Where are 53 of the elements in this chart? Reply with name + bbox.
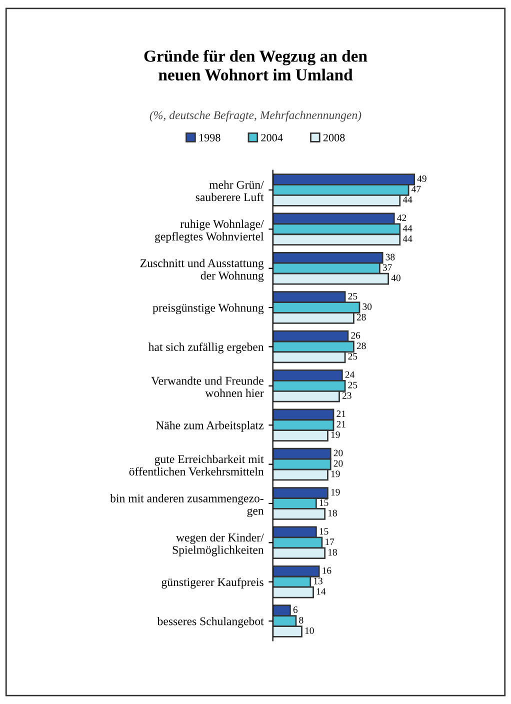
data-label: 21 xyxy=(336,410,346,417)
data-label: 44 xyxy=(402,236,412,242)
data-label: 15 xyxy=(320,528,328,535)
data-label: 49 xyxy=(417,175,426,182)
data-label: 13 xyxy=(314,578,323,584)
legend-label: 2008 xyxy=(323,134,345,142)
data-label: 28 xyxy=(356,342,366,350)
y-tick-label: mehr Grün/ sauberere Luft xyxy=(196,180,264,202)
data-label: 44 xyxy=(402,225,412,232)
y-tick-label: bin mit anderen zusammengezo- gen xyxy=(110,494,264,518)
y-tick-label: hat sich zufällig ergeben xyxy=(148,342,264,354)
data-label: 21 xyxy=(336,421,346,428)
data-label: 26 xyxy=(351,332,360,339)
y-tick-label: besseres Schulangebot xyxy=(157,616,264,628)
data-label: 15 xyxy=(320,499,328,506)
data-label: 38 xyxy=(386,254,395,260)
data-label: 20 xyxy=(334,450,343,456)
data-label: 18 xyxy=(328,510,337,516)
y-tick-label: gute Erreichbarkeit mit öffentlichen Verkehrsmitteln xyxy=(129,454,264,476)
data-label: 28 xyxy=(356,314,366,320)
data-label: 20 xyxy=(334,460,343,467)
y-tick-label: Zuschnitt und Ausstattung der Wohnung xyxy=(140,258,264,282)
data-label: 25 xyxy=(348,353,358,360)
data-label: 44 xyxy=(402,196,412,203)
data-label: 47 xyxy=(412,186,421,192)
y-tick-label: wegen der Kinder/ Spielmöglichkeiten xyxy=(172,533,264,556)
chart-subtitle: (%, deutsche Befragte, Mehrfachnennungen) xyxy=(150,110,362,122)
data-label: 14 xyxy=(316,588,326,595)
legend-label: 1998 xyxy=(199,134,220,142)
y-tick-label: Nähe zum Arbeitsplatz xyxy=(156,421,264,432)
data-label: 10 xyxy=(305,627,314,634)
data-label: 24 xyxy=(345,371,354,378)
data-label: 6 xyxy=(293,606,298,614)
y-tick-label: Verwandte und Freunde wohnen hier xyxy=(151,376,264,398)
data-label: 16 xyxy=(322,567,332,574)
data-label: 42 xyxy=(397,214,406,222)
data-label: 37 xyxy=(382,264,392,271)
data-label: 23 xyxy=(342,392,352,399)
data-label: 19 xyxy=(331,431,340,438)
data-label: 30 xyxy=(362,303,372,310)
data-label: 19 xyxy=(331,470,340,478)
y-tick-label: preisgünstige Wohnung xyxy=(152,303,264,314)
y-tick-label: günstigerer Kaufpreis xyxy=(162,578,264,589)
chart-title: Gründe für den Wegzug an den neuen Wohnort im Umland xyxy=(144,50,368,81)
data-label: 25 xyxy=(348,382,358,388)
data-label: 40 xyxy=(391,274,400,282)
legend-label: 2004 xyxy=(261,134,283,142)
y-tick-label: ruhige Wohnlage/ gepflegtes Wohnviertel xyxy=(155,220,264,243)
data-label: 19 xyxy=(331,488,340,496)
data-label: 25 xyxy=(348,292,358,300)
data-label: 18 xyxy=(328,548,337,556)
data-label: 17 xyxy=(326,538,334,546)
data-label: 8 xyxy=(299,616,304,624)
